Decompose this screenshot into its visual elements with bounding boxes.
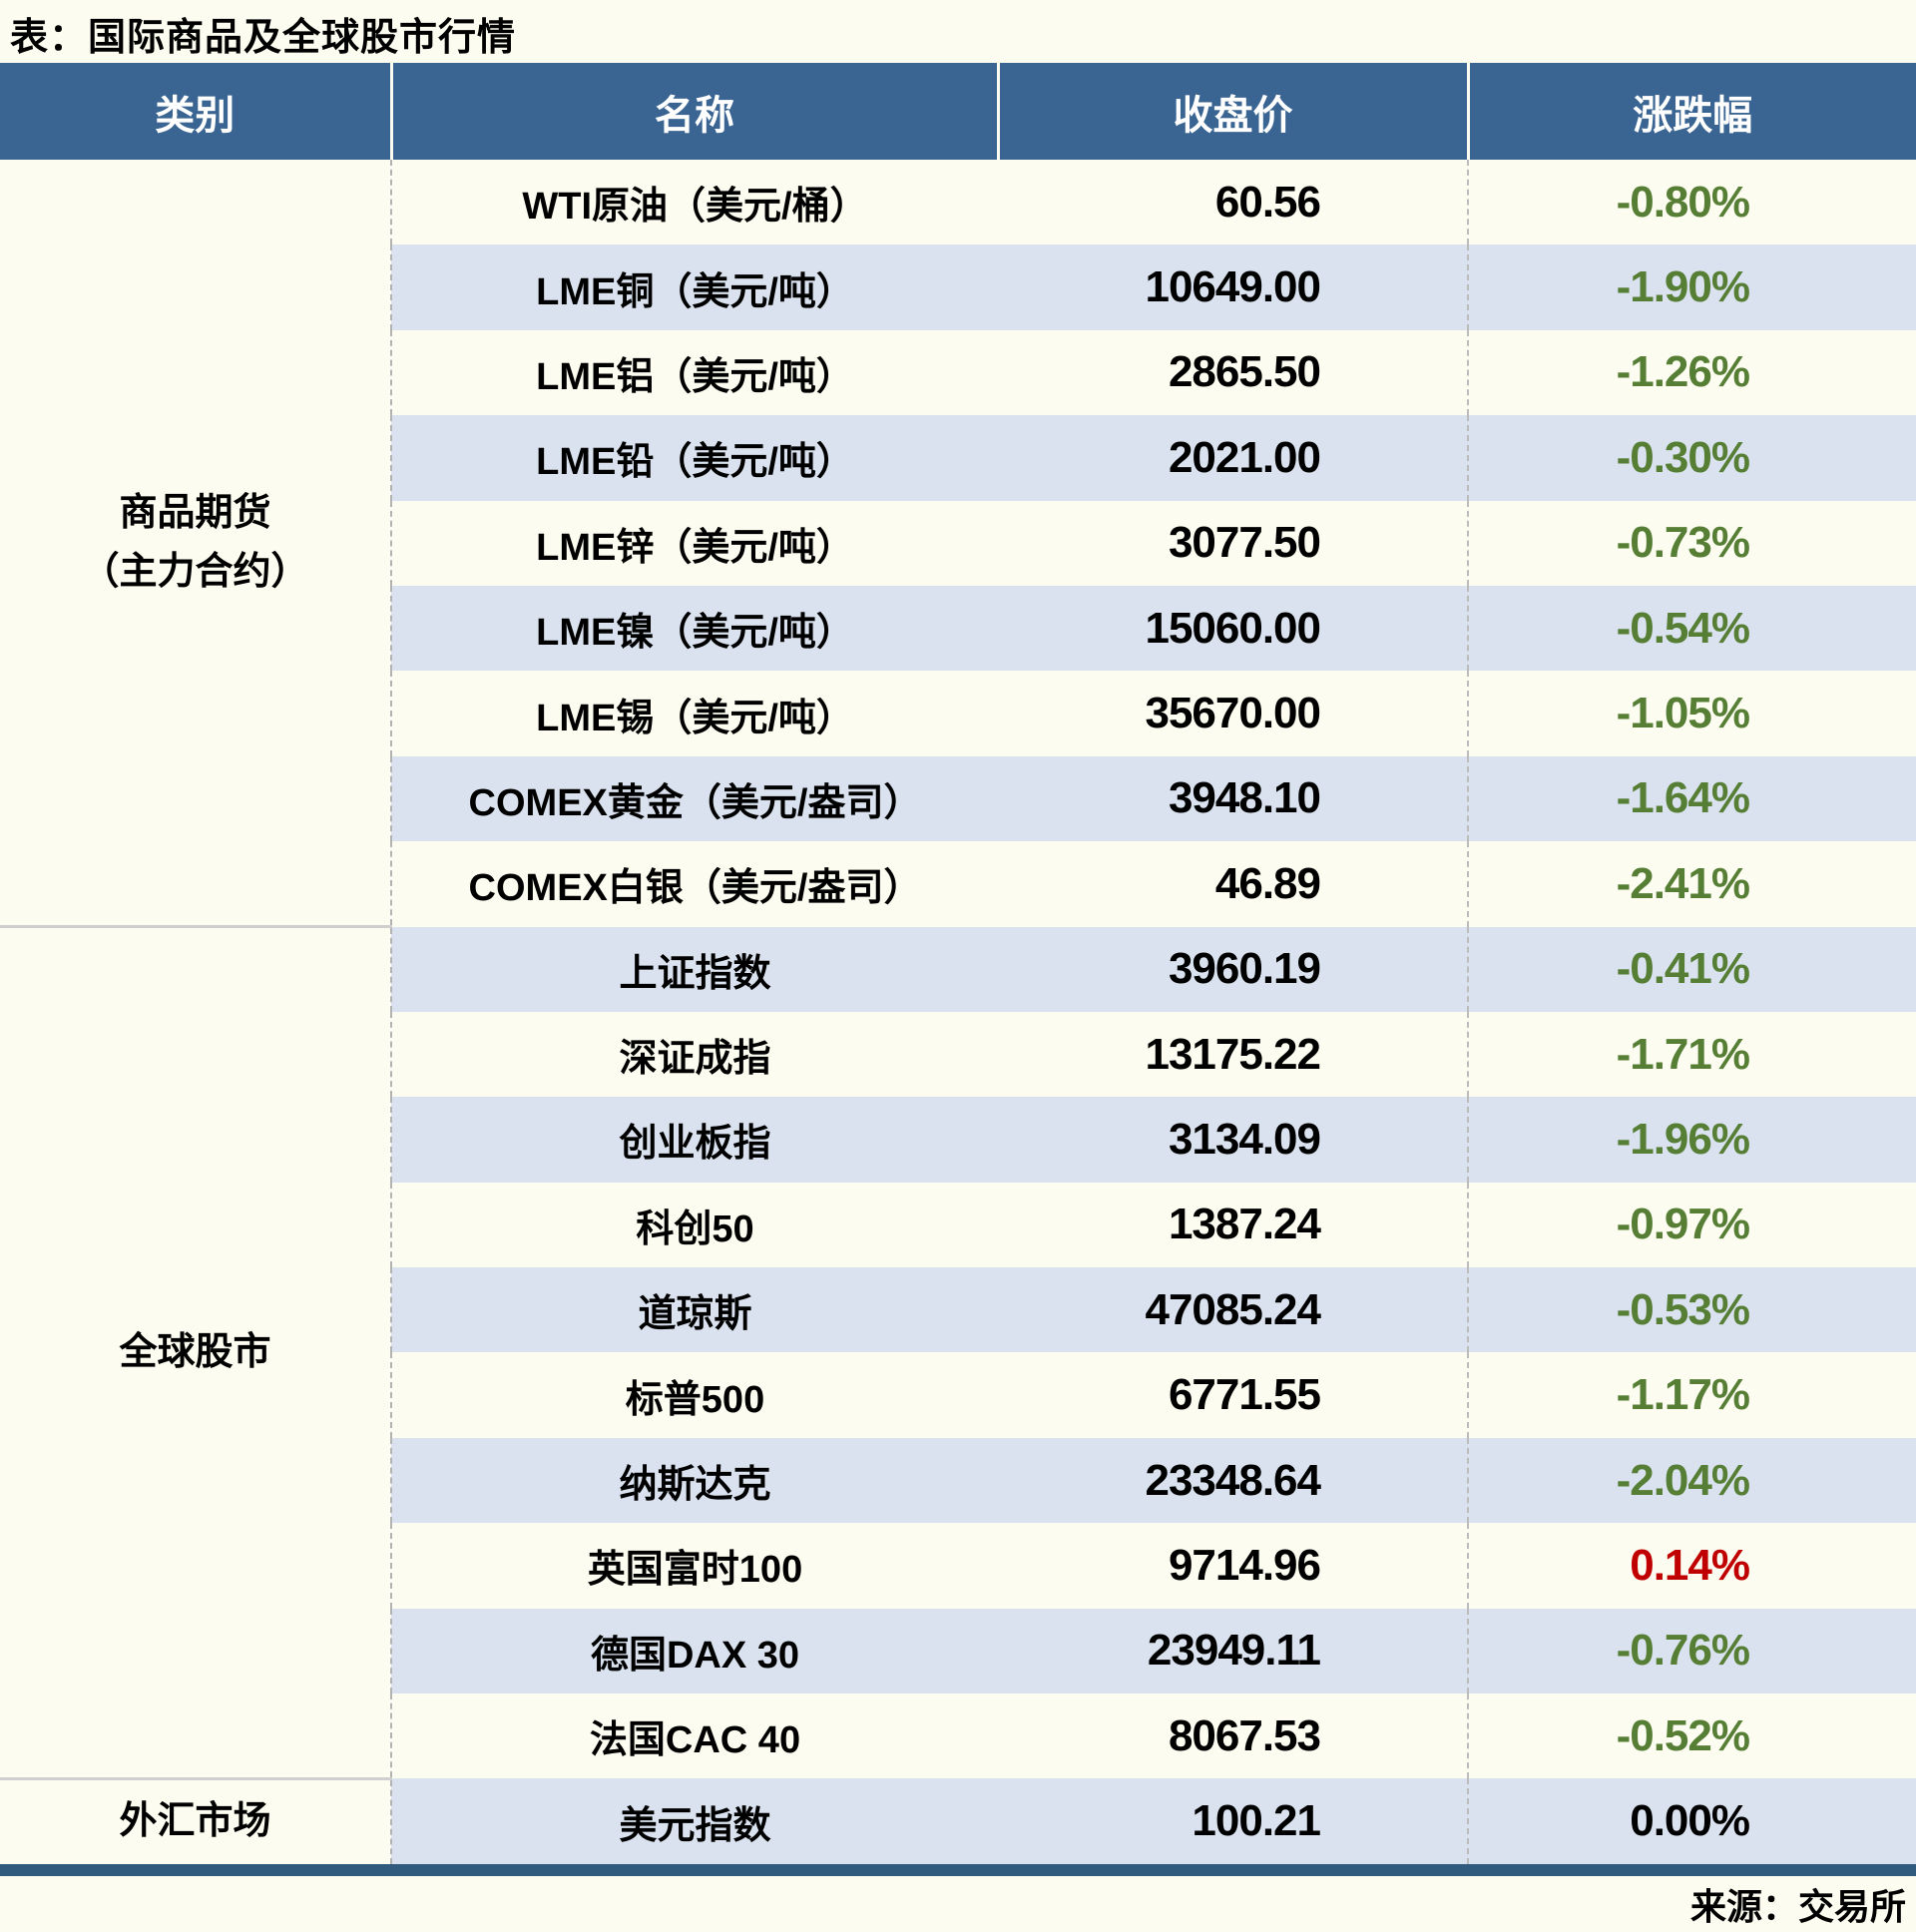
source-note: 来源：交易所 (1689, 1885, 1906, 1927)
header-category: 类别 (0, 63, 393, 160)
instrument-name: 英国富时100 (587, 1549, 803, 1592)
close-price: 100.21 (998, 1778, 1468, 1864)
table-bottom-border (0, 1863, 1916, 1876)
table-row: 纳斯达克 23348.64 -2.04% (0, 1437, 1916, 1524)
change-percent: -0.41% (1467, 926, 1916, 1012)
close-price: 3960.19 (998, 926, 1468, 1012)
change-percent: -0.73% (1467, 500, 1916, 586)
close-price: 10649.00 (998, 244, 1468, 330)
change-percent: -1.05% (1467, 671, 1916, 756)
category-cell-global-stocks: 全球股市 (0, 925, 392, 1779)
instrument-name: LME锡（美元/吨） (536, 697, 854, 739)
change-percent: -0.80% (1467, 160, 1916, 245)
close-price: 2021.00 (998, 415, 1468, 501)
change-percent: -2.41% (1467, 841, 1916, 927)
table-row: 德国DAX 30 23949.11 -0.76% (0, 1608, 1916, 1694)
table-row: 商品期货 （主力合约） WTI原油（美元/桶） 60.56 -0.80% (0, 160, 1916, 927)
instrument-name: 标普500 (625, 1378, 765, 1421)
category-cell-forex: 外汇市场 (0, 1776, 392, 1864)
table-row: 标普500 6771.55 -1.17% (0, 1352, 1916, 1438)
instrument-name: 道琼斯 (391, 1267, 998, 1353)
instrument-name: LME铜（美元/吨） (391, 244, 998, 330)
change-percent: -0.54% (1467, 585, 1916, 672)
table-row: COMEX白银（美元/盎司） 46.89 -2.41% (0, 841, 1916, 927)
close-price: 47085.24 (998, 1267, 1468, 1353)
close-price: 35670.00 (1145, 689, 1321, 738)
table-row: 全球股市 上证指数 3960.19 -0.41% (0, 925, 1916, 1779)
close-price: 23348.64 (998, 1437, 1468, 1524)
close-price: 23949.11 (998, 1608, 1468, 1694)
change-percent: -0.97% (1467, 1182, 1916, 1268)
close-price: 60.56 (1214, 177, 1321, 227)
header-close: 收盘价 (998, 63, 1470, 160)
change-percent: -2.04% (1467, 1437, 1916, 1524)
close-price: 13175.22 (1145, 1029, 1321, 1079)
market-quotes-table: 类别 名称 收盘价 涨跌幅 商品期货 （主力合约） WTI原油（美元/桶） 60… (0, 63, 1916, 1864)
instrument-name: 德国DAX 30 (391, 1608, 998, 1694)
table-header: 类别 名称 收盘价 涨跌幅 (0, 63, 1916, 160)
instrument-name: 科创50 (636, 1208, 754, 1250)
instrument-name: 美元指数 (391, 1778, 998, 1864)
change-percent: 0.00% (1467, 1778, 1916, 1864)
instrument-name: WTI原油（美元/桶） (522, 186, 868, 229)
table-row: LME铜（美元/吨） 10649.00 -1.90% (0, 244, 1916, 330)
table-row: 法国CAC 40 8067.53 -0.52% (0, 1693, 1916, 1779)
instrument-name: COMEX白银（美元/盎司） (468, 867, 922, 910)
change-percent: -1.26% (1467, 329, 1916, 416)
table-row: LME镍（美元/吨） 15060.00 -0.54% (0, 585, 1916, 672)
change-percent: -1.96% (1467, 1097, 1916, 1183)
instrument-name: 深证成指 (619, 1038, 771, 1081)
close-price: 9714.96 (1168, 1540, 1321, 1590)
instrument-name: 纳斯达克 (391, 1437, 998, 1524)
close-price: 6771.55 (1168, 1370, 1321, 1420)
instrument-name: 上证指数 (391, 926, 998, 1012)
table-row: LME锡（美元/吨） 35670.00 -1.05% (0, 671, 1916, 756)
close-price: 8067.53 (1168, 1710, 1321, 1760)
change-percent: -0.30% (1467, 415, 1916, 501)
category-cell-commodities: 商品期货 （主力合约） (0, 160, 392, 927)
table-row: 科创50 1387.24 -0.97% (0, 1182, 1916, 1268)
change-percent: -0.53% (1467, 1267, 1916, 1353)
instrument-name: 创业板指 (391, 1097, 998, 1183)
instrument-name: LME镍（美元/吨） (391, 585, 998, 672)
change-percent: -0.52% (1467, 1693, 1916, 1779)
page-title: 表：国际商品及全球股市行情 (10, 17, 517, 59)
change-percent: -1.71% (1467, 1011, 1916, 1098)
close-price: 3134.09 (998, 1097, 1468, 1183)
table-row: LME铝（美元/吨） 2865.50 -1.26% (0, 329, 1916, 416)
table-row: LME锌（美元/吨） 3077.50 -0.73% (0, 500, 1916, 586)
instrument-name: LME铝（美元/吨） (536, 355, 854, 398)
table-row: 深证成指 13175.22 -1.71% (0, 1011, 1916, 1098)
change-percent: -1.64% (1467, 755, 1916, 842)
instrument-name: LME铅（美元/吨） (391, 415, 998, 501)
table-row: COMEX黄金（美元/盎司） 3948.10 -1.64% (0, 755, 1916, 842)
table-row: 英国富时100 9714.96 0.14% (0, 1523, 1916, 1609)
table-row: 外汇市场 美元指数 100.21 0.00% (0, 1776, 1916, 1864)
table-row: LME铅（美元/吨） 2021.00 -0.30% (0, 415, 1916, 501)
close-price: 46.89 (1214, 858, 1321, 908)
instrument-name: COMEX黄金（美元/盎司） (391, 755, 998, 842)
header-change: 涨跌幅 (1468, 63, 1916, 160)
table-row: 创业板指 3134.09 -1.96% (0, 1097, 1916, 1183)
close-price: 3077.50 (1168, 518, 1321, 568)
table-row: 道琼斯 47085.24 -0.53% (0, 1267, 1916, 1353)
header-row: 类别 名称 收盘价 涨跌幅 (0, 63, 1916, 160)
close-price: 1387.24 (1168, 1200, 1321, 1249)
instrument-name: LME锌（美元/吨） (536, 526, 854, 569)
change-percent: -0.76% (1467, 1608, 1916, 1694)
header-name: 名称 (391, 63, 1000, 160)
close-price: 3948.10 (998, 755, 1468, 842)
close-price: 15060.00 (998, 585, 1468, 672)
change-percent: -1.17% (1467, 1352, 1916, 1438)
close-price: 2865.50 (1168, 347, 1321, 397)
instrument-name: 法国CAC 40 (589, 1719, 801, 1762)
change-percent: 0.14% (1467, 1523, 1916, 1609)
change-percent: -1.90% (1467, 244, 1916, 330)
